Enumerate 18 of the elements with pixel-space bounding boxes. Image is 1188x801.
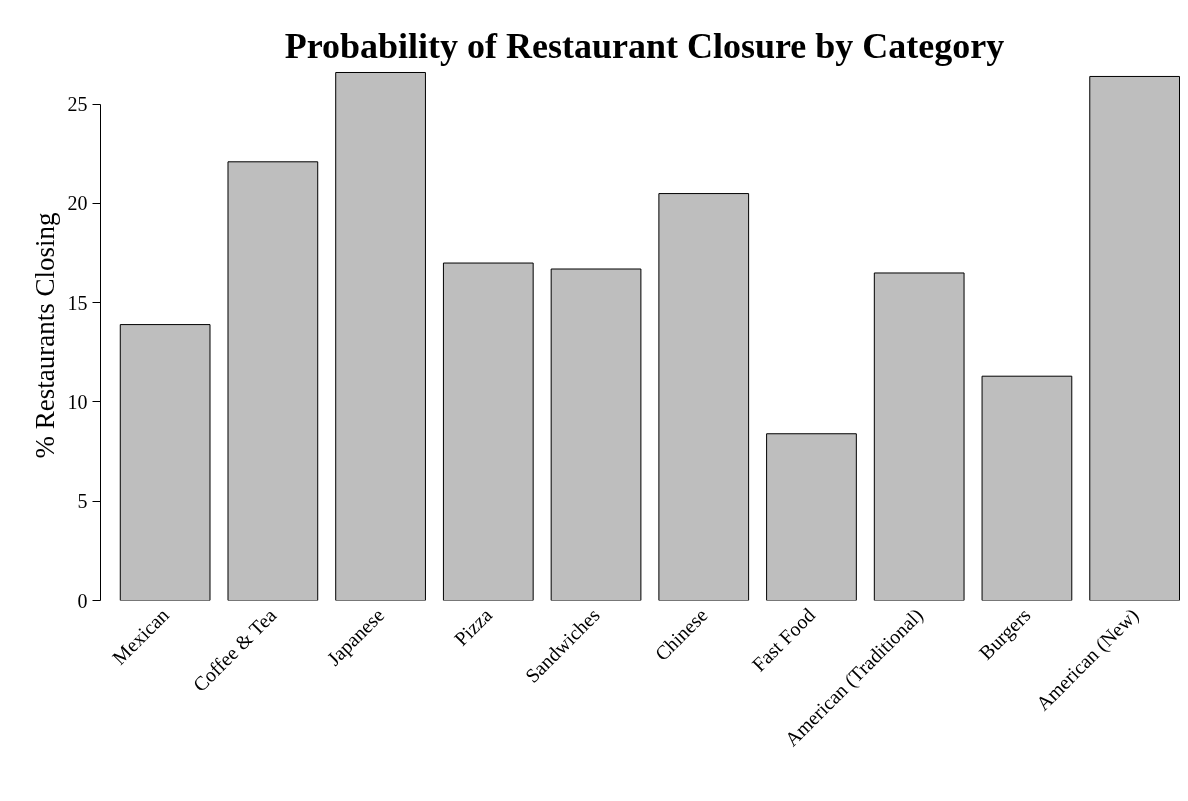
y-tick-label: 25 [67,93,88,116]
bar [550,268,642,601]
bar [981,375,1073,601]
y-tick-label: 5 [77,490,88,513]
bar [873,272,965,601]
bar [442,262,534,601]
bar [335,71,426,601]
chart-title: Probability of Restaurant Closure by Category [284,25,1005,66]
y-tick-label: 15 [67,291,88,314]
bar [658,193,750,601]
y-tick-label: 20 [67,192,88,215]
bar [119,324,211,601]
bar [1089,75,1181,601]
y-tick-label: 10 [67,391,88,413]
bar [766,433,857,601]
y-tick-label: 0 [77,589,88,612]
y-axis-title: % Restaurants Closing [29,212,60,459]
bar [227,161,319,601]
